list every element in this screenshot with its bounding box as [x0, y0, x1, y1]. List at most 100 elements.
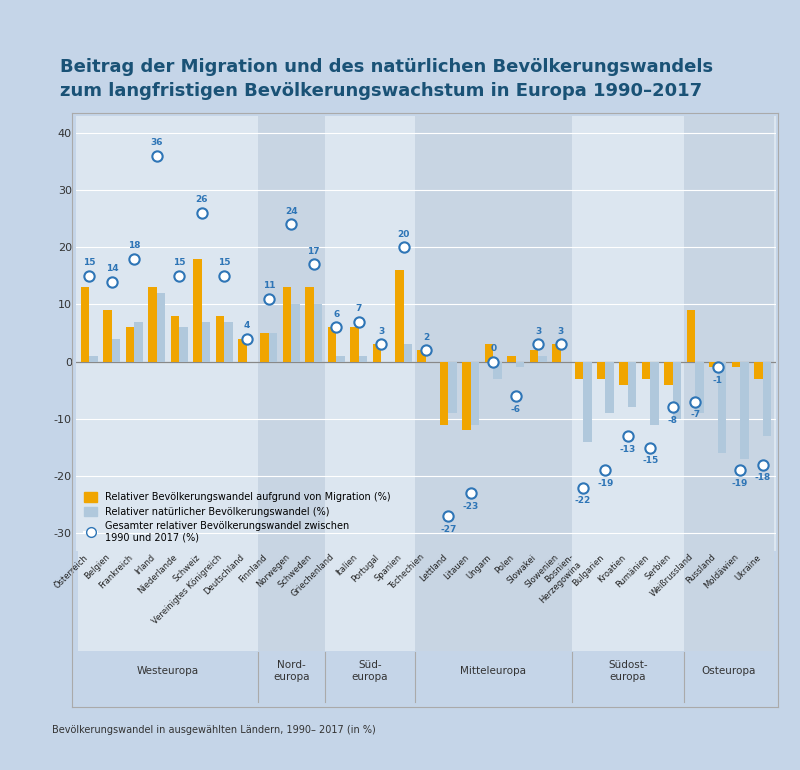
Point — [442, 510, 455, 522]
Bar — [336, 356, 345, 362]
Bar — [642, 362, 650, 379]
Bar — [507, 356, 516, 362]
Text: Osteuropa: Osteuropa — [702, 666, 756, 676]
Bar — [686, 310, 695, 362]
Bar — [606, 362, 614, 413]
Bar — [449, 362, 457, 413]
Point — [397, 241, 410, 253]
Point — [285, 218, 298, 230]
Bar — [740, 362, 749, 459]
Bar — [530, 350, 538, 362]
Text: Frankreich: Frankreich — [97, 553, 134, 590]
Text: Irland: Irland — [134, 553, 157, 576]
Point — [532, 338, 545, 350]
Text: Serbien: Serbien — [643, 553, 673, 582]
Text: Italien: Italien — [334, 553, 358, 578]
Text: Rumänien: Rumänien — [614, 553, 650, 589]
Bar — [325, 551, 414, 651]
Bar — [325, 116, 414, 551]
Point — [666, 401, 679, 413]
Text: -13: -13 — [620, 444, 636, 454]
Bar — [291, 304, 300, 362]
Text: 17: 17 — [307, 246, 320, 256]
Point — [711, 361, 724, 373]
Bar — [358, 356, 367, 362]
Bar — [709, 362, 718, 367]
Bar — [90, 356, 98, 362]
Text: Griechenland: Griechenland — [290, 553, 336, 599]
Bar — [418, 350, 426, 362]
Bar — [695, 362, 704, 413]
Point — [577, 481, 590, 494]
Point — [262, 293, 275, 305]
Bar — [328, 327, 336, 362]
Bar — [373, 344, 381, 362]
Bar — [552, 344, 561, 362]
Text: Süd-
europa: Süd- europa — [352, 661, 388, 682]
Bar — [126, 327, 134, 362]
Bar — [583, 362, 591, 442]
Text: Spanien: Spanien — [373, 553, 403, 583]
Text: Polen: Polen — [493, 553, 516, 575]
Text: 3: 3 — [535, 327, 542, 336]
Text: -15: -15 — [642, 456, 658, 465]
Bar — [403, 344, 412, 362]
Bar — [628, 362, 637, 407]
Text: 20: 20 — [398, 229, 410, 239]
Point — [352, 316, 365, 328]
Text: 24: 24 — [285, 206, 298, 216]
Text: Portugal: Portugal — [350, 553, 381, 584]
Bar — [258, 551, 325, 651]
Point — [173, 270, 186, 282]
Bar — [731, 362, 740, 367]
Point — [756, 458, 769, 470]
Bar — [754, 362, 762, 379]
Text: 26: 26 — [195, 196, 208, 204]
Text: Kroatien: Kroatien — [597, 553, 628, 584]
Text: Schweiz: Schweiz — [171, 553, 202, 583]
Point — [106, 276, 118, 288]
Bar — [215, 316, 224, 362]
Text: -7: -7 — [690, 410, 700, 420]
Bar — [157, 293, 166, 362]
Text: Bosnien-
Herzegowina: Bosnien- Herzegowina — [530, 553, 583, 605]
Text: -6: -6 — [510, 404, 521, 413]
Text: 36: 36 — [150, 138, 163, 147]
Bar — [516, 362, 524, 367]
Text: 6: 6 — [333, 310, 339, 319]
Bar — [462, 362, 471, 430]
Point — [307, 258, 320, 270]
Bar — [494, 362, 502, 379]
Bar — [78, 116, 258, 551]
Text: Moldäwien: Moldäwien — [702, 553, 740, 591]
Text: 18: 18 — [128, 241, 141, 250]
Point — [419, 344, 432, 357]
Bar — [179, 327, 188, 362]
Point — [622, 430, 634, 442]
Bar — [718, 362, 726, 454]
Text: 4: 4 — [243, 321, 250, 330]
Bar — [619, 362, 628, 384]
Point — [689, 396, 702, 408]
Text: Russland: Russland — [685, 553, 718, 586]
Text: 2: 2 — [423, 333, 429, 342]
Bar — [471, 362, 479, 424]
Bar — [269, 333, 278, 362]
Text: Ungarn: Ungarn — [466, 553, 494, 581]
Point — [128, 253, 141, 265]
Text: Finnland: Finnland — [238, 553, 269, 584]
Point — [150, 149, 163, 162]
Bar — [350, 327, 358, 362]
Bar — [650, 362, 659, 424]
Bar — [81, 287, 90, 362]
Point — [644, 441, 657, 454]
Bar — [664, 362, 673, 384]
Point — [734, 464, 746, 477]
Bar — [134, 322, 143, 362]
Bar — [78, 551, 258, 651]
Text: Nord-
europa: Nord- europa — [273, 661, 310, 682]
Bar — [597, 362, 606, 379]
Bar — [572, 551, 684, 651]
Bar — [224, 322, 233, 362]
Text: -8: -8 — [668, 416, 678, 425]
